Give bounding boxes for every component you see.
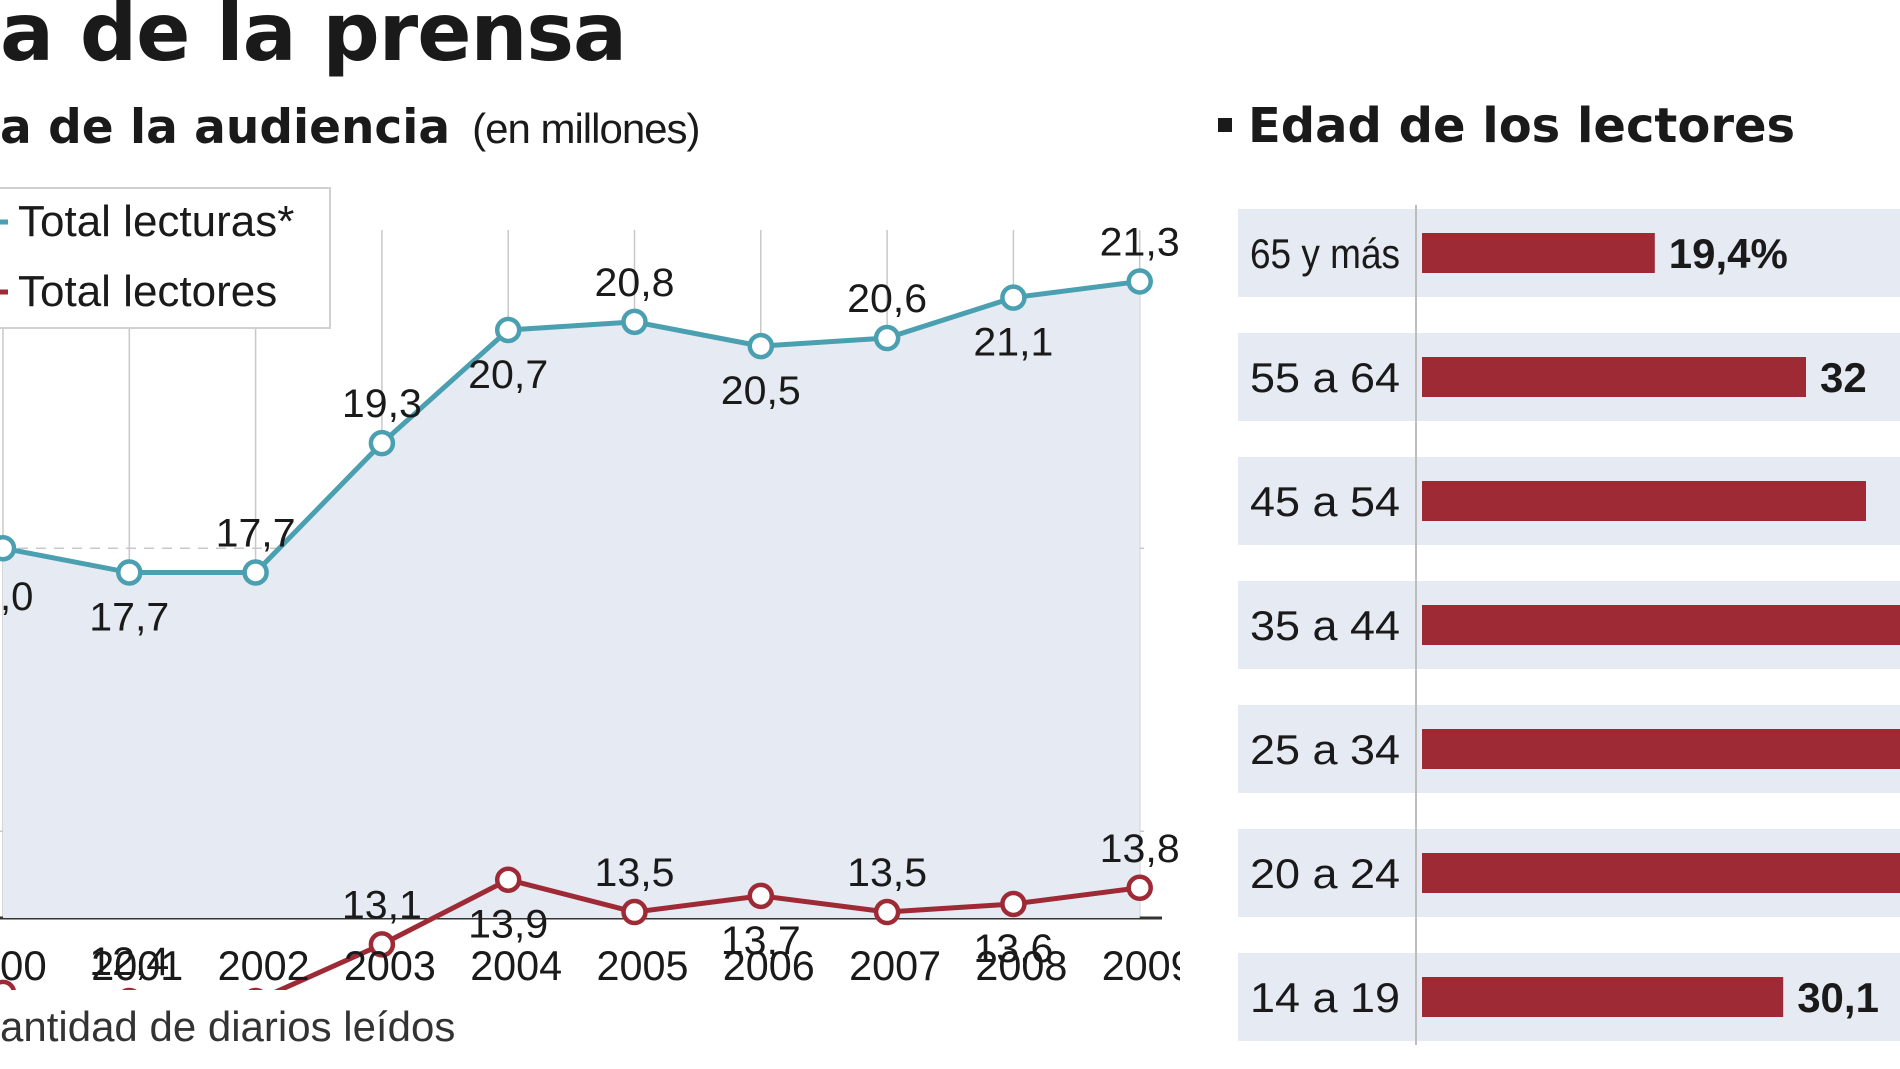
line-chart-x-ticks: 00 2001 2002 2003 2004 2005 2006 2007 2008 2009 — [0, 942, 1180, 989]
series-lecturas-value-label: 21,1 — [973, 321, 1053, 365]
series-lectores-value-label: 12,4 — [89, 940, 169, 984]
bar-chart: 65 y más 19,4% 55 a 64 32 45 a 54 35 a 44 25 a… — [1238, 205, 1900, 1045]
x-tick-label: 2003 — [344, 942, 436, 989]
series-lectores-point — [747, 882, 775, 910]
series-lecturas-value-label: 17,7 — [216, 511, 296, 555]
series-lectores-point — [0, 979, 16, 990]
series-lecturas-point — [873, 324, 901, 352]
main-title: a de la prensa — [0, 0, 627, 79]
bar — [1422, 357, 1806, 397]
lecturas-area — [3, 281, 1140, 918]
line-chart-areas — [3, 281, 1140, 918]
series-lecturas-value-label: 21,3 — [1100, 220, 1180, 264]
line-chart-heading: a de la audiencia (en millones) — [0, 100, 701, 155]
bar-category-label: 20 a 24 — [1250, 850, 1400, 897]
series-lecturas-point — [368, 429, 396, 457]
series-lecturas-point — [1126, 268, 1153, 295]
series-lecturas-point — [747, 332, 775, 360]
bar-category-label: 45 a 54 — [1250, 478, 1400, 525]
series-lectores-point — [494, 866, 522, 893]
bar — [1422, 481, 1866, 521]
line-chart-unit: (en millones) — [472, 105, 700, 152]
series-lecturas-value-label: 20,8 — [595, 261, 675, 305]
series-lectores-value-label: 13,1 — [342, 883, 422, 927]
bar-chart-title: Edad de los lectores — [1248, 98, 1796, 154]
x-tick-label: 2008 — [975, 942, 1067, 989]
legend-box — [0, 187, 331, 329]
series-lecturas-point — [621, 308, 648, 336]
series-lectores-point — [1000, 890, 1027, 918]
series-lectores-value-label: 13,5 — [595, 851, 675, 895]
series-lectores-value-label: 13,9 — [468, 903, 548, 947]
bar-value-label: 30,1 — [1797, 974, 1879, 1021]
x-tick-label: 2004 — [470, 942, 562, 989]
series-lecturas-value-label: 19,3 — [342, 382, 422, 426]
bar — [1422, 729, 1900, 769]
bar-chart-rows: 65 y más 19,4% 55 a 64 32 45 a 54 35 a 44 25 a… — [1238, 209, 1900, 1041]
line-chart-lines — [2, 278, 1141, 990]
x-tick-label: 2007 — [849, 942, 941, 989]
bar-category-label: 35 a 44 — [1250, 602, 1400, 649]
x-tick-label: 2002 — [218, 942, 310, 989]
series-lectores-line — [273, 877, 1141, 990]
series-lecturas-line — [2, 278, 1141, 575]
line-chart-legend: Total lecturas* Total lectores — [0, 187, 331, 329]
series-lectores-point — [368, 931, 396, 958]
series-lecturas-value-label: 17,7 — [89, 595, 169, 639]
legend-label-1: Total lectores — [18, 267, 277, 316]
x-tick-label: 2009 — [1102, 942, 1180, 989]
bar — [1422, 977, 1784, 1017]
series-lecturas-point — [242, 559, 269, 586]
x-tick-label: 2001 — [91, 942, 183, 989]
line-chart-title: a de la audiencia — [0, 100, 451, 155]
line-chart-points — [0, 268, 1153, 990]
series-lecturas-point — [0, 534, 17, 562]
bar-value-label: 32 — [1820, 354, 1867, 401]
series-lecturas-point — [116, 559, 143, 586]
series-lectores-value-label: 13,5 — [847, 851, 927, 895]
series-lectores-point — [621, 898, 648, 926]
bar-chart-heading: Edad de los lectores — [1218, 98, 1795, 154]
x-tick-label: 00 — [0, 942, 47, 989]
x-tick-label: 2006 — [723, 942, 815, 989]
bar-category-label: 25 a 34 — [1250, 726, 1400, 773]
series-lectores-point — [1126, 874, 1153, 902]
heading-bullet-icon — [1218, 118, 1232, 132]
bar-category-label: 14 a 19 — [1250, 974, 1400, 1021]
series-lecturas-value-label: 20,7 — [468, 353, 548, 397]
x-tick-label: 2005 — [597, 942, 689, 989]
series-lecturas-value-label: ,0 — [0, 575, 33, 619]
legend-label-0: Total lecturas* — [18, 197, 294, 246]
series-lecturas-point — [1000, 284, 1027, 311]
series-lectores-value-label: 13,7 — [721, 919, 801, 963]
series-lecturas-value-label: 20,6 — [847, 277, 927, 321]
series-lecturas-value-label: 20,5 — [721, 369, 801, 413]
series-lectores-point — [873, 898, 901, 926]
line-chart: ,017,717,719,320,720,820,520,621,121,351… — [0, 187, 1180, 990]
series-lectores-value-label: 13,6 — [973, 927, 1053, 971]
bar-category-label: 65 y más — [1250, 230, 1400, 277]
series-lectores-value-label: 13,8 — [1100, 827, 1180, 871]
bar-category-label: 55 a 64 — [1250, 354, 1400, 401]
bar — [1422, 605, 1900, 645]
series-lecturas-point — [494, 316, 522, 344]
bar-value-label: 19,4% — [1669, 230, 1788, 277]
bar — [1422, 853, 1900, 893]
line-chart-value-labels: ,017,717,719,320,720,820,520,621,121,351… — [0, 220, 1180, 984]
bar — [1422, 233, 1655, 273]
footnote: antidad de diarios leídos — [0, 1003, 456, 1050]
